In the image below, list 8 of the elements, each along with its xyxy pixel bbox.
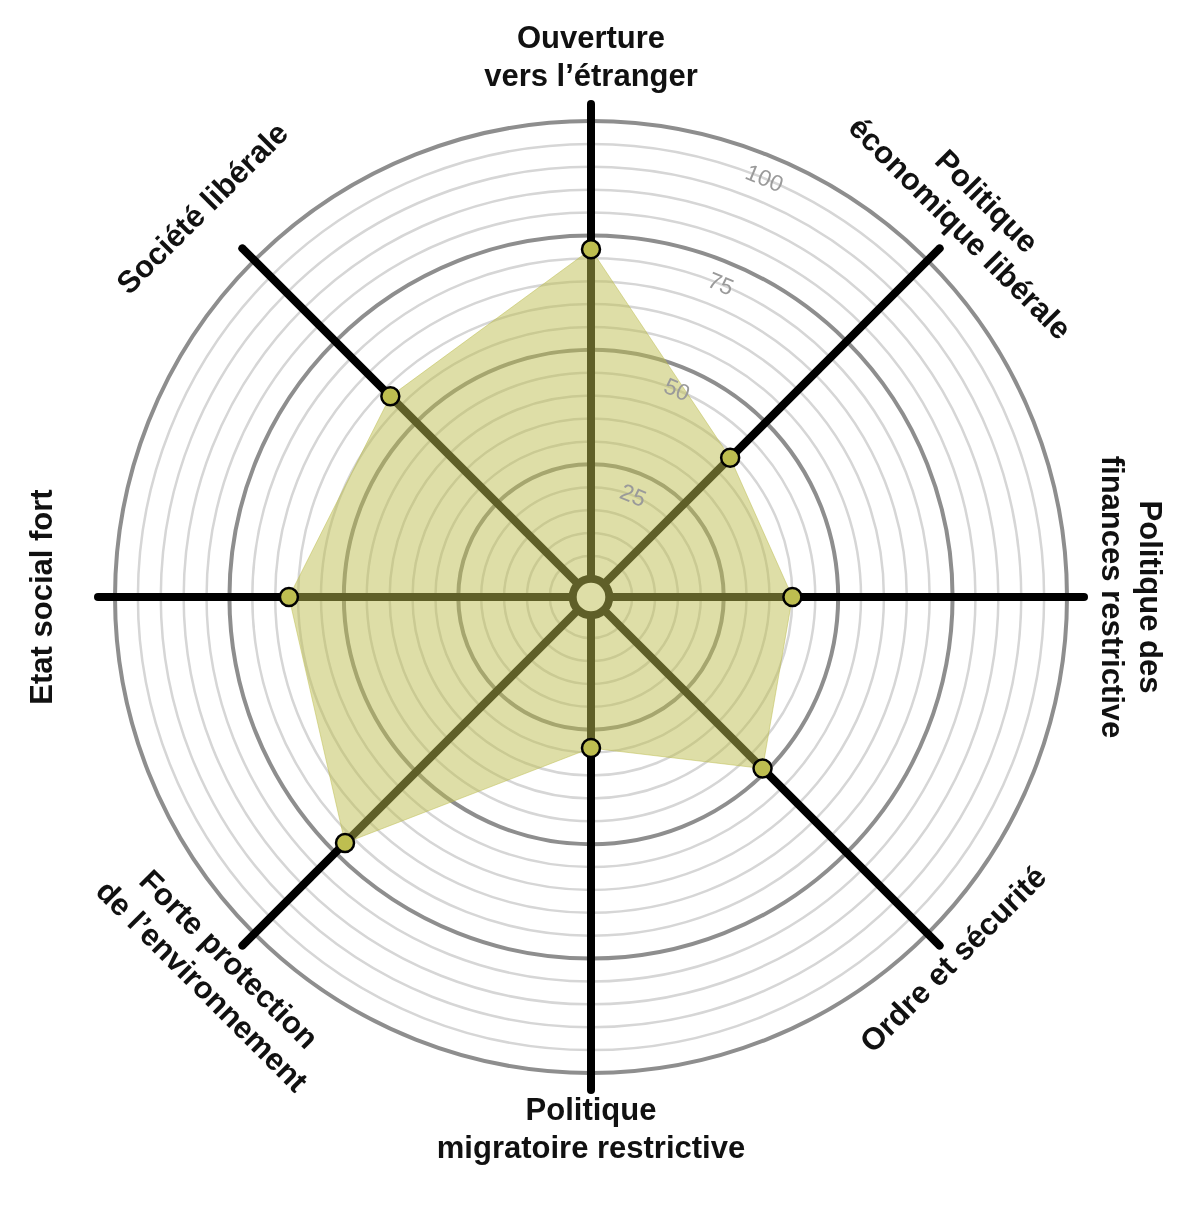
spoke-label: Politique migratoire restrictive xyxy=(436,1091,746,1165)
spoke-label: Etat social fort xyxy=(23,489,59,705)
y-tick-label: 50 xyxy=(660,372,694,407)
y-tick-label: 75 xyxy=(704,266,738,301)
y-tick-label: 25 xyxy=(616,478,651,512)
spoke-label: Ouverture vers l’étranger xyxy=(484,19,698,93)
y-tick-label: 100 xyxy=(741,158,788,198)
spoke-label: Politique des finances restrictive xyxy=(1095,455,1169,739)
